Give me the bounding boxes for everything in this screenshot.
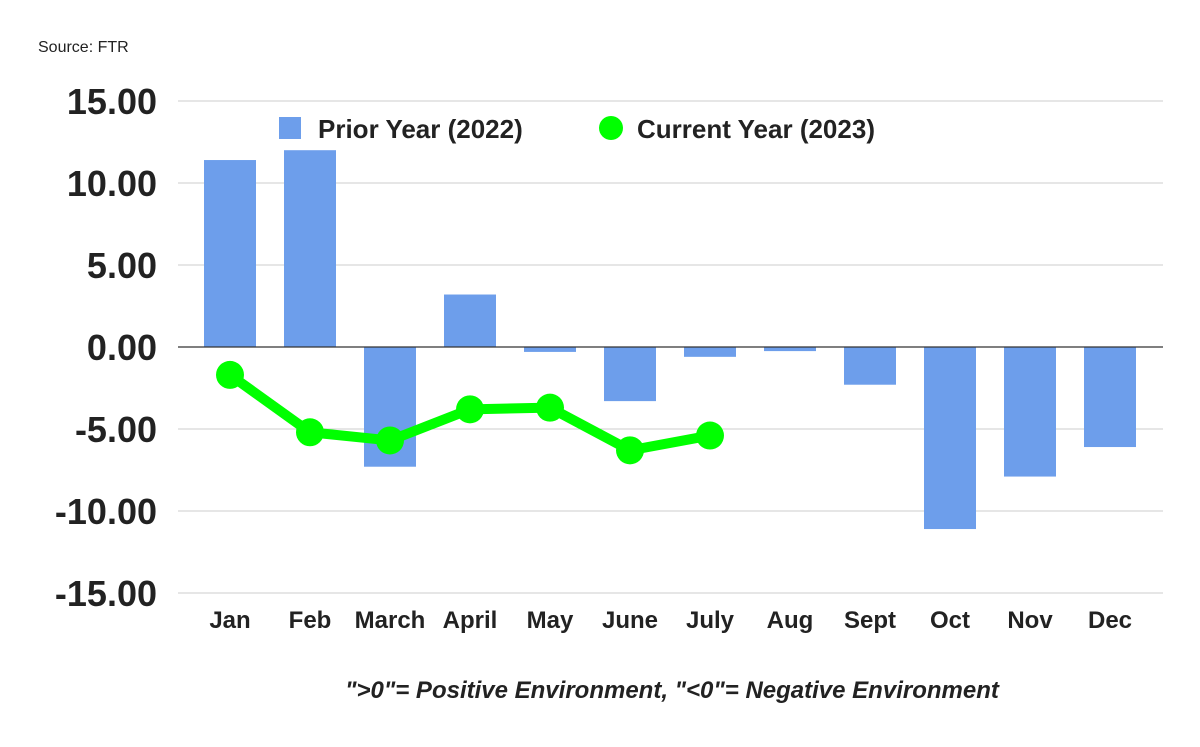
current-year-point [696, 421, 724, 450]
y-tick-label: 15.00 [67, 81, 157, 122]
legend-label-current: Current Year (2023) [637, 114, 875, 144]
x-tick-label: Nov [1007, 607, 1053, 634]
x-tick-label: Dec [1088, 607, 1132, 634]
y-tick-label: -15.00 [55, 573, 157, 614]
x-tick-label: Jan [209, 607, 250, 634]
bar-aug [764, 347, 816, 352]
current-year-point [456, 395, 484, 424]
bar-sept [844, 347, 896, 385]
bar-april [444, 294, 496, 347]
y-tick-label: 0.00 [87, 327, 157, 368]
y-tick-label: -10.00 [55, 491, 157, 532]
bar-july [684, 347, 736, 357]
current-year-point [376, 426, 404, 455]
bar-jan [204, 160, 256, 347]
bar-feb [284, 150, 336, 347]
current-year-point [216, 360, 244, 389]
x-tick-label: July [686, 607, 735, 634]
footnote: ">0"= Positive Environment, "<0"= Negati… [345, 677, 1000, 704]
bar-oct [924, 347, 976, 530]
x-tick-label: Oct [930, 607, 970, 634]
x-tick-label: May [527, 607, 574, 634]
x-tick-label: April [443, 607, 498, 634]
current-year-point [616, 436, 644, 465]
source-label: Source: FTR [38, 39, 129, 56]
bar-dec [1084, 347, 1136, 448]
bar-june [604, 347, 656, 402]
legend-swatch-current [599, 116, 623, 140]
legend: Prior Year (2022) Current Year (2023) [279, 114, 875, 144]
x-tick-label: Feb [289, 607, 332, 634]
bar-may [524, 347, 576, 352]
x-tick-label: Sept [844, 607, 896, 634]
y-tick-label: 5.00 [87, 245, 157, 286]
y-tick-label: 10.00 [67, 163, 157, 204]
x-tick-label: June [602, 607, 658, 634]
current-year-point [536, 393, 564, 422]
legend-swatch-prior [279, 117, 301, 139]
legend-label-prior: Prior Year (2022) [318, 114, 523, 144]
y-tick-label: -5.00 [75, 409, 157, 450]
x-tick-label: March [355, 607, 426, 634]
current-year-point [296, 418, 324, 447]
bar-nov [1004, 347, 1056, 477]
x-tick-label: Aug [767, 607, 814, 634]
